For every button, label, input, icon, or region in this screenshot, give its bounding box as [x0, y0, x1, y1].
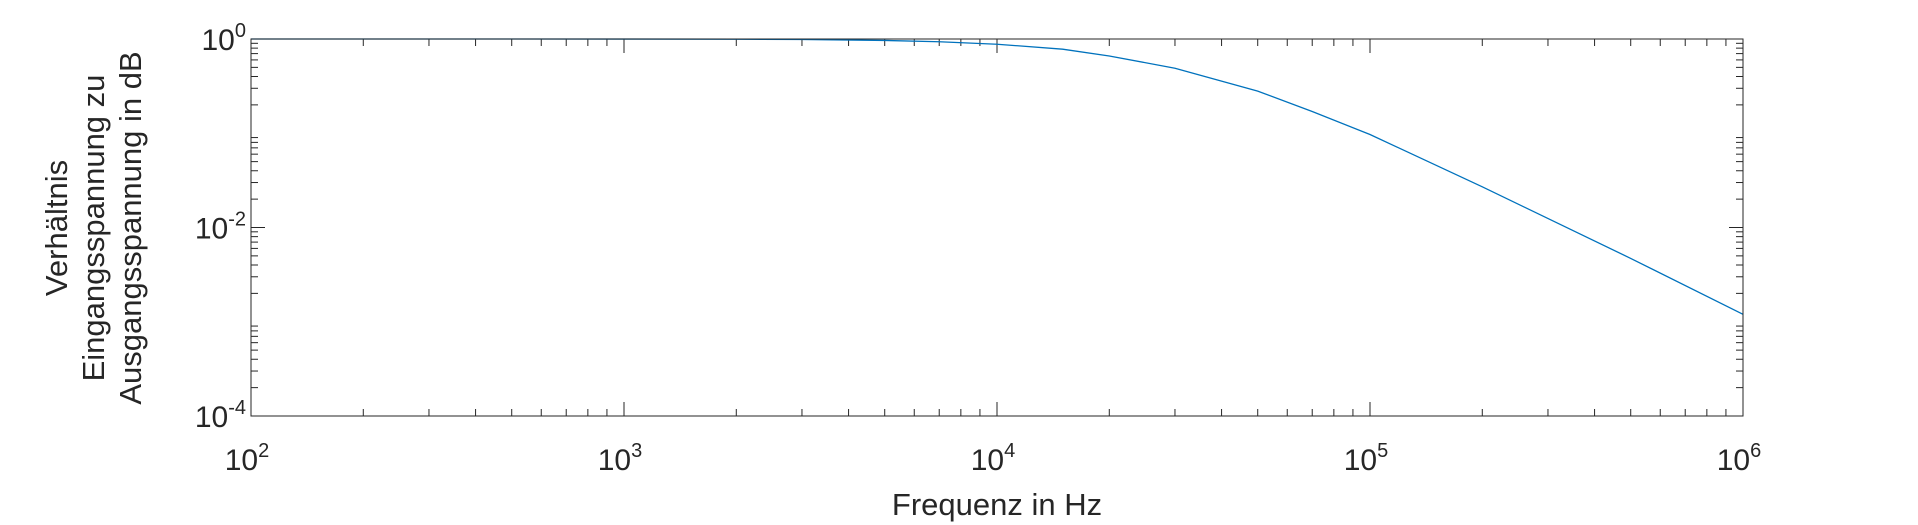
- y-major-ticks: [251, 38, 1743, 417]
- x-tick-label: 106: [1717, 440, 1762, 477]
- x-tick-label: 102: [225, 440, 270, 477]
- x-tick-label: 103: [598, 440, 643, 477]
- y-axis-title-line-3: Ausgangsspannung in dB: [113, 51, 148, 404]
- series-line: [251, 38, 1744, 315]
- y-axis-title-line-2: Eingangsspannung zu: [76, 75, 111, 382]
- x-axis-title: Frequenz in Hz: [892, 487, 1102, 522]
- plot-area-frame: [250, 38, 1744, 417]
- y-tick-label: 10-4: [195, 397, 246, 434]
- y-tick-label: 10-2: [195, 209, 246, 246]
- x-tick-label: 105: [1344, 440, 1389, 477]
- y-axis-title: Verhältnis Eingangsspannung zu Ausgangss…: [39, 51, 148, 404]
- y-axis-title-line-1: Verhältnis: [39, 160, 74, 296]
- x-major-ticks: [250, 39, 1744, 416]
- x-minor-ticks: [362, 39, 1727, 416]
- y-tick-labels: 100 10-2 10-4: [195, 20, 246, 434]
- x-tick-label: 104: [971, 440, 1016, 477]
- x-tick-labels: 102 103 104 105 106: [225, 440, 1762, 477]
- y-minor-ticks: [251, 42, 1743, 389]
- y-tick-label: 100: [202, 20, 247, 57]
